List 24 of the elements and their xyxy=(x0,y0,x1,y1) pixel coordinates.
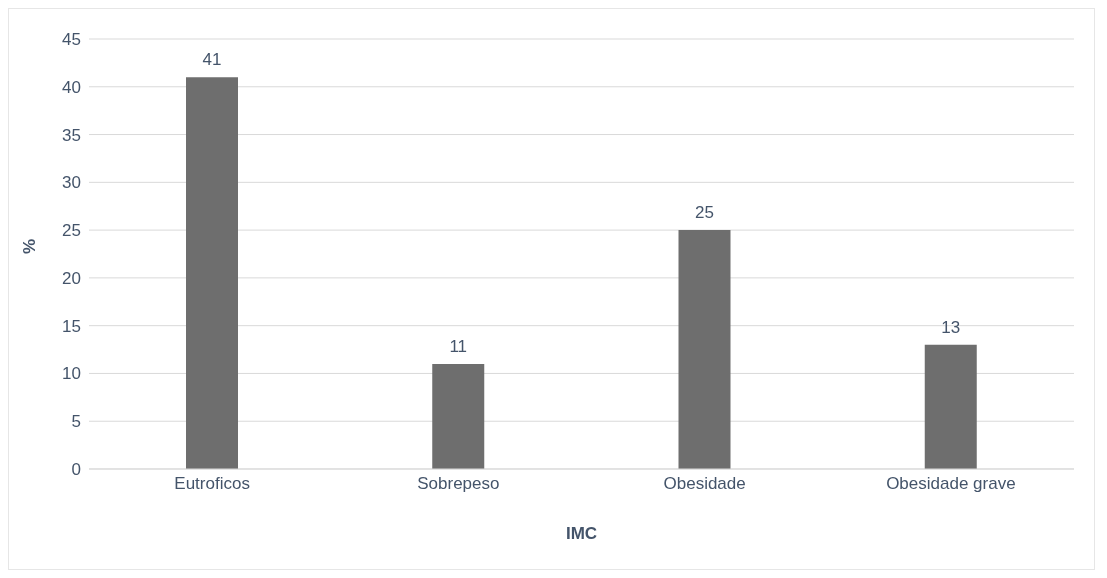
x-axis-title: IMC xyxy=(565,524,598,543)
x-tick-label: Sobrepeso xyxy=(417,474,500,494)
y-tick-label: 5 xyxy=(71,412,81,432)
y-tick-label: 25 xyxy=(62,221,81,241)
data-label: 11 xyxy=(449,336,468,356)
y-tick-label: 45 xyxy=(62,30,81,50)
y-tick-label: 15 xyxy=(62,316,81,336)
y-tick-label: 10 xyxy=(62,364,81,384)
y-tick-label: 40 xyxy=(62,77,81,97)
x-tick-label: Obesidade xyxy=(663,474,746,494)
data-label: 13 xyxy=(941,317,961,337)
bar xyxy=(678,230,731,469)
x-tick-label: Obesidade grave xyxy=(886,474,1016,494)
bar xyxy=(432,363,485,469)
data-label: 41 xyxy=(202,50,222,70)
y-tick-label: 20 xyxy=(62,268,81,288)
data-label: 25 xyxy=(695,203,714,223)
y-axis-title: % xyxy=(20,238,40,254)
x-tick-label: Eutroficos xyxy=(174,474,250,494)
y-tick-label: 30 xyxy=(62,173,81,193)
y-tick-label: 0 xyxy=(71,460,81,480)
y-tick-label: 35 xyxy=(62,125,81,145)
bar xyxy=(924,344,977,469)
bar xyxy=(186,77,238,469)
